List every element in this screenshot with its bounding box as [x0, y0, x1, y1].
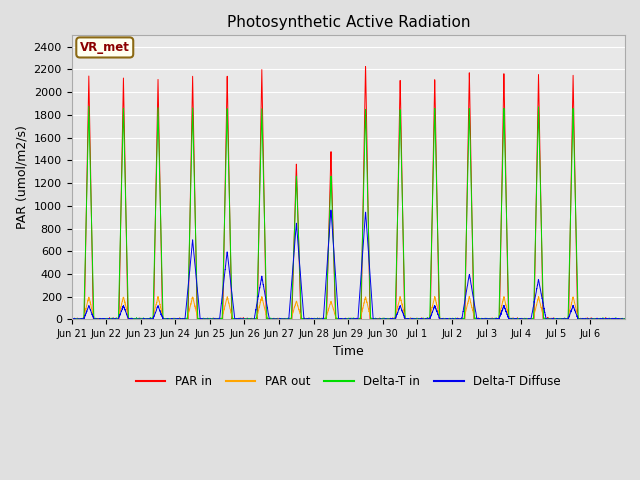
PAR in	[68, 316, 76, 322]
Delta-T Diffuse	[182, 302, 190, 308]
PAR in	[68, 315, 76, 321]
PAR in	[542, 316, 550, 322]
Delta-T in	[541, 316, 549, 322]
Delta-T Diffuse	[542, 314, 550, 320]
Delta-T in	[68, 316, 76, 322]
PAR out	[465, 293, 473, 299]
Y-axis label: PAR (umol/m2/s): PAR (umol/m2/s)	[15, 125, 28, 229]
PAR out	[182, 316, 190, 322]
PAR out	[541, 316, 549, 322]
X-axis label: Time: Time	[333, 345, 364, 358]
Delta-T Diffuse	[369, 313, 377, 319]
PAR out	[527, 316, 535, 322]
Delta-T in	[621, 316, 629, 322]
Delta-T Diffuse	[327, 207, 335, 213]
Title: Photosynthetic Active Radiation: Photosynthetic Active Radiation	[227, 15, 470, 30]
Text: VR_met: VR_met	[80, 41, 130, 54]
Delta-T in	[85, 104, 93, 109]
Delta-T Diffuse	[500, 304, 508, 310]
Delta-T Diffuse	[621, 316, 629, 322]
Delta-T in	[369, 316, 377, 322]
Delta-T Diffuse	[68, 316, 76, 322]
PAR in	[399, 207, 406, 213]
PAR in	[182, 316, 190, 322]
Line: PAR in: PAR in	[72, 67, 625, 319]
PAR in	[362, 64, 369, 70]
Line: PAR out: PAR out	[72, 296, 625, 319]
Delta-T Diffuse	[399, 310, 406, 315]
Delta-T Diffuse	[527, 314, 535, 320]
PAR out	[500, 294, 508, 300]
PAR in	[369, 316, 377, 322]
PAR out	[369, 316, 376, 322]
Legend: PAR in, PAR out, Delta-T in, Delta-T Diffuse: PAR in, PAR out, Delta-T in, Delta-T Dif…	[131, 371, 566, 393]
Delta-T in	[500, 113, 508, 119]
PAR in	[500, 88, 508, 94]
PAR out	[68, 316, 76, 322]
Delta-T Diffuse	[68, 316, 76, 322]
PAR out	[621, 316, 629, 322]
Delta-T in	[527, 316, 535, 322]
Delta-T in	[182, 316, 190, 322]
PAR in	[621, 316, 629, 322]
PAR in	[527, 316, 535, 322]
Delta-T in	[399, 204, 406, 210]
Line: Delta-T in: Delta-T in	[72, 107, 625, 319]
Line: Delta-T Diffuse: Delta-T Diffuse	[72, 210, 625, 319]
PAR out	[399, 303, 406, 309]
